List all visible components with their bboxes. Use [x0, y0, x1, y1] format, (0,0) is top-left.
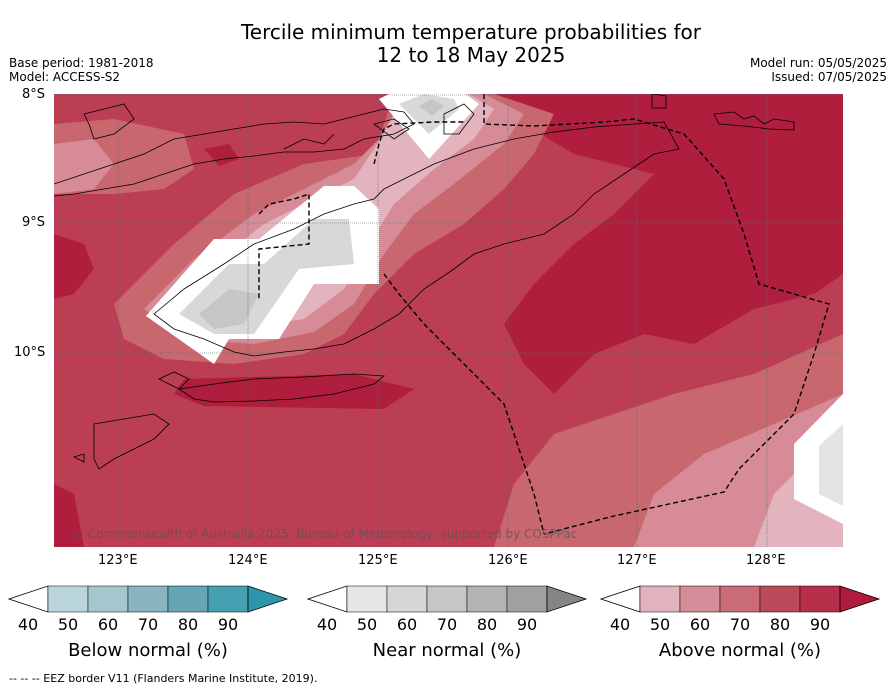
colorbar-tick-label: 60: [689, 615, 711, 634]
eez-border-footnote: -- -- -- EEZ border V11 (Flanders Marine…: [9, 672, 318, 685]
colorbar-high-arrow: [546, 585, 588, 613]
lon-label-128e: 128°E: [746, 553, 786, 568]
colorbar-near-normal-ticks: 40 50 60 70 80 90: [317, 615, 567, 635]
coastlines: [54, 94, 795, 470]
colorbar-tick-label: 50: [649, 615, 671, 634]
colorbar-near-normal-title: Near normal (%): [372, 640, 522, 661]
colorbar-tick-label: 50: [356, 615, 378, 634]
colorbar-low-arrow: [600, 585, 641, 613]
lon-label-123e: 123°E: [98, 553, 138, 568]
colorbar-tick-label: 90: [217, 615, 239, 634]
colorbar-tick-label: 70: [729, 615, 751, 634]
colorbar-tick-label: 40: [316, 615, 338, 634]
colorbar-high-arrow: [839, 585, 881, 613]
colorbar-segment: [386, 585, 428, 613]
lon-label-127e: 127°E: [617, 553, 657, 568]
copyright-notice: © Commonwealth of Australia 2025, Bureau…: [72, 527, 578, 541]
colorbar-tick-label: 40: [17, 615, 39, 634]
colorbar-low-arrow: [8, 585, 49, 613]
eez-border: [258, 94, 830, 535]
colorbar-segment: [47, 585, 89, 613]
colorbar-below-normal: [8, 585, 289, 613]
colorbar-segment: [719, 585, 761, 613]
lat-label-8s: 8°S: [22, 87, 46, 102]
lat-label-9s: 9°S: [22, 215, 46, 230]
colorbar-below-normal-title: Below normal (%): [68, 640, 228, 661]
colorbar-segment: [679, 585, 721, 613]
issued-date: Issued: 07/05/2025: [771, 70, 887, 84]
graticule: [54, 94, 843, 547]
colorbar-segment: [639, 585, 681, 613]
colorbar-tick-label: 80: [177, 615, 199, 634]
colorbar-segment: [759, 585, 801, 613]
colorbar-above-normal-ticks: 40 50 60 70 80 90: [610, 615, 860, 635]
colorbar-segment: [346, 585, 388, 613]
colorbar-high-arrow: [247, 585, 289, 613]
lon-label-124e: 124°E: [228, 553, 268, 568]
colorbar-segment: [207, 585, 249, 613]
colorbar-segment: [87, 585, 129, 613]
probability-map: [54, 94, 843, 547]
model-run-date: Model run: 05/05/2025: [749, 56, 887, 70]
colorbar-near-normal: [307, 585, 588, 613]
lat-label-10s: 10°S: [14, 345, 46, 360]
colorbar-segment: [426, 585, 468, 613]
colorbar-above-normal-title: Above normal (%): [658, 640, 822, 661]
colorbar-tick-label: 80: [476, 615, 498, 634]
above-normal-80-90-areas: [54, 94, 843, 547]
colorbar-tick-label: 90: [516, 615, 538, 634]
colorbar-segment: [799, 585, 841, 613]
colorbar-tick-label: 90: [809, 615, 831, 634]
near-normal-areas: [146, 94, 843, 524]
colorbar-tick-label: 60: [396, 615, 418, 634]
colorbar-tick-label: 70: [137, 615, 159, 634]
colorbar-tick-label: 80: [769, 615, 791, 634]
colorbar-segment: [127, 585, 169, 613]
colorbar-low-arrow: [307, 585, 348, 613]
colorbar-tick-label: 60: [97, 615, 119, 634]
lon-label-126e: 126°E: [488, 553, 528, 568]
map-title-line1: Tercile minimum temperature probabilitie…: [240, 20, 702, 44]
model-name: Model: ACCESS-S2: [9, 70, 121, 84]
colorbar-tick-label: 40: [609, 615, 631, 634]
lon-label-125e: 125°E: [358, 553, 398, 568]
colorbar-tick-label: 70: [436, 615, 458, 634]
colorbar-segment: [167, 585, 209, 613]
colorbar-above-normal: [600, 585, 881, 613]
colorbar-tick-label: 50: [57, 615, 79, 634]
map-title-line2: 12 to 18 May 2025: [376, 43, 566, 67]
base-period: Base period: 1981-2018: [9, 56, 154, 70]
colorbar-below-normal-ticks: 40 50 60 70 80 90: [18, 615, 268, 635]
colorbar-segment: [466, 585, 508, 613]
colorbar-segment: [506, 585, 548, 613]
